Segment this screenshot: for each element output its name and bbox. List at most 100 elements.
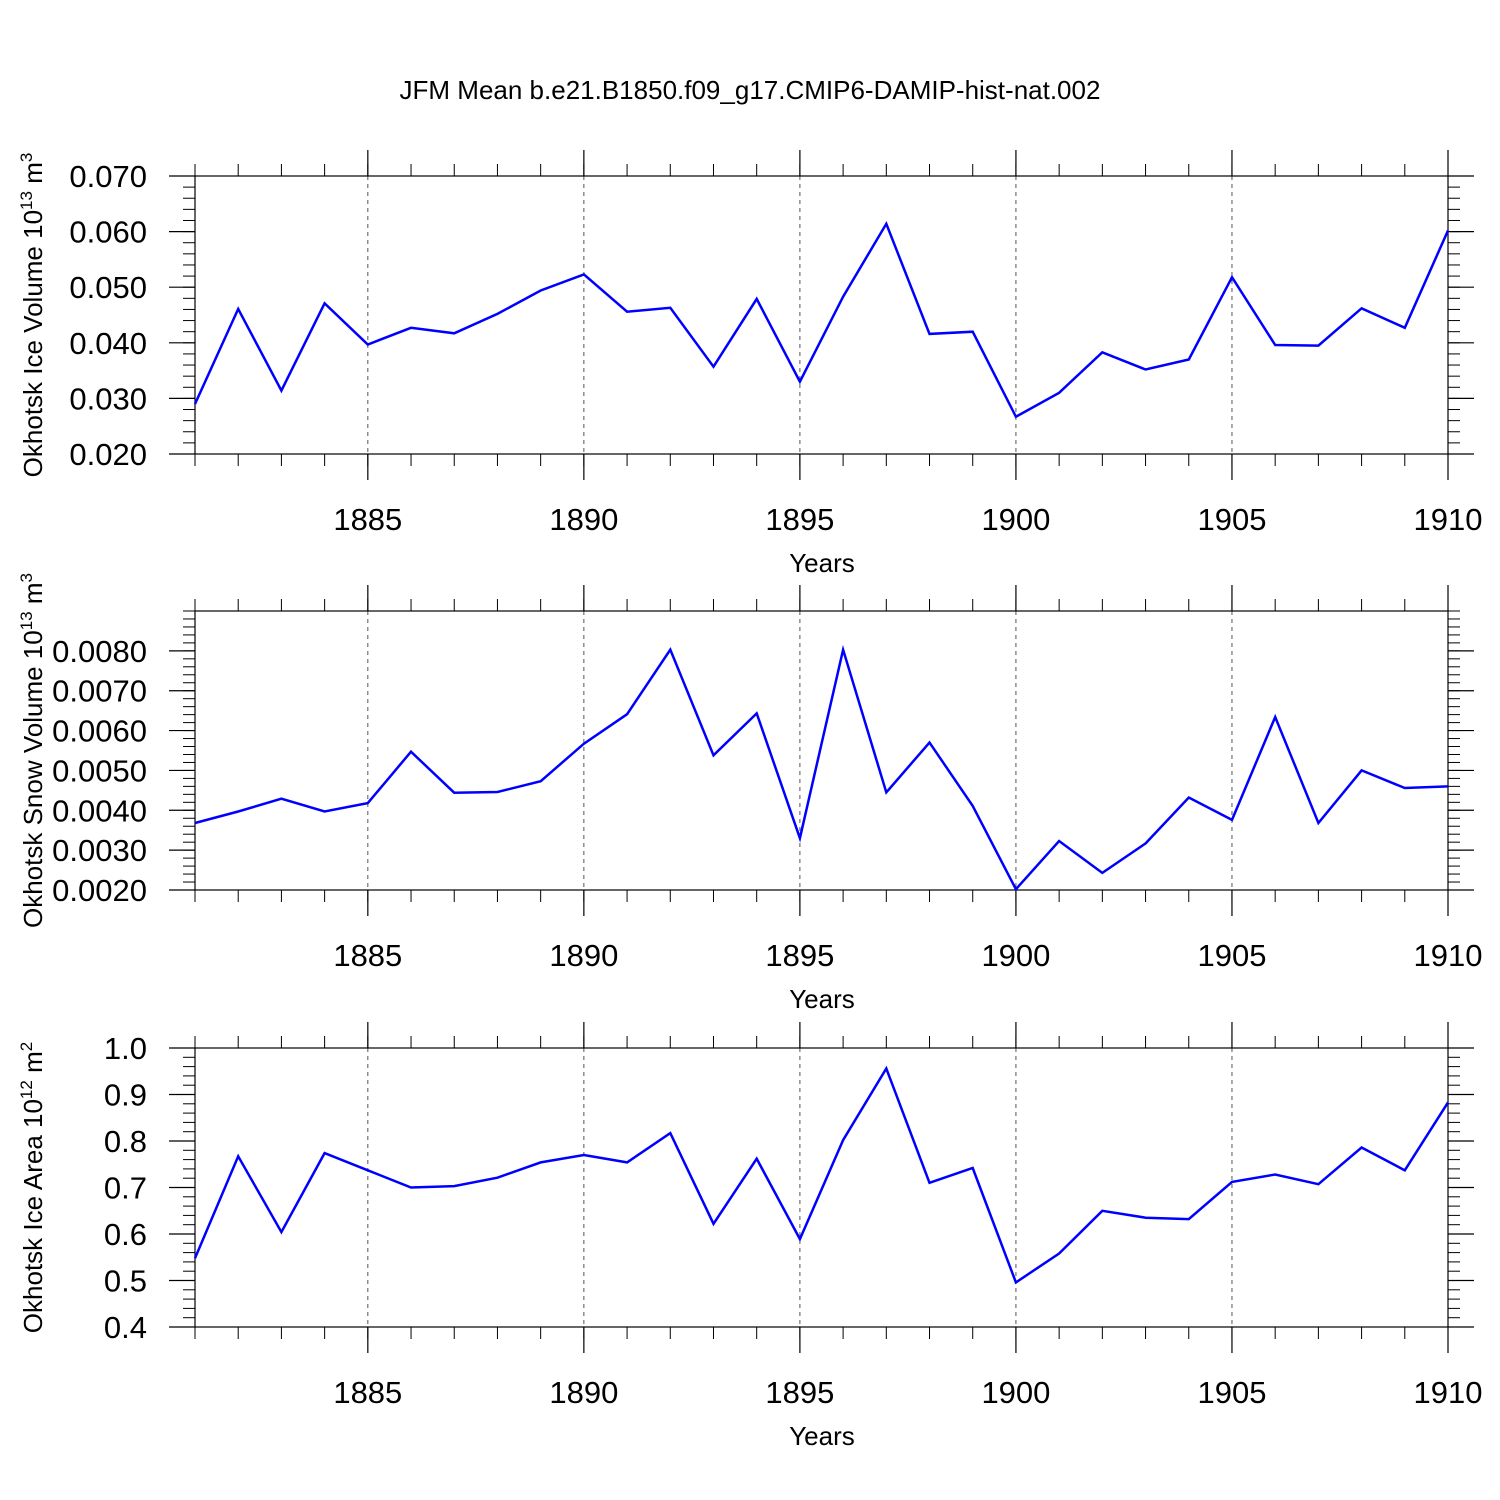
data-point [841,648,845,652]
data-point [1187,357,1191,361]
data-point [236,809,240,813]
x-tick-label: 1905 [1197,938,1266,973]
data-point [1403,786,1407,790]
y-axis-label-unit-exponent: 3 [17,573,36,582]
data-point [279,797,283,801]
y-axis-label-unit: m [18,162,48,191]
data-point [1014,1280,1018,1284]
x-tick-label: 1895 [765,1375,834,1410]
data-point [841,1138,845,1142]
data-point [409,326,413,330]
data-point [236,1154,240,1158]
data-point [1187,1217,1191,1221]
data-point [625,310,629,314]
data-point [711,1222,715,1226]
y-tick-label: 0.0050 [52,753,147,788]
data-point [625,1160,629,1164]
data-point [193,821,197,825]
data-point [452,1184,456,1188]
data-point [539,1160,543,1164]
data-point [323,1151,327,1155]
y-tick-label: 0.0070 [52,674,147,709]
data-point [1446,228,1450,232]
data-point [1057,1252,1061,1256]
data-point [711,365,715,369]
data-point [495,790,499,794]
x-tick-label: 1895 [765,938,834,973]
data-point [193,1256,197,1260]
y-tick-label: 0.6 [104,1217,147,1252]
data-point [193,402,197,406]
x-axis-label: Years [789,548,855,578]
chart-title: JFM Mean b.e21.B1850.f09_g17.CMIP6-DAMIP… [400,75,1101,105]
data-point [1446,1100,1450,1104]
y-axis-label-unit-exponent: 2 [17,1042,36,1051]
data-point [1273,343,1277,347]
data-point [1230,1180,1234,1184]
y-tick-label: 0.0040 [52,793,147,828]
x-tick-label: 1900 [981,502,1050,537]
y-tick-label: 0.9 [104,1078,147,1113]
data-point [1014,415,1018,419]
data-series-line [193,220,1450,419]
data-point [798,380,802,384]
data-point [755,1157,759,1161]
x-tick-label: 1885 [333,502,402,537]
panel-ice-area: 1885 1890 1895 1900 1905 1910 0.4 0.5 0.6 0.7 0.8 0… [17,1022,1482,1451]
data-point [279,1230,283,1234]
x-tick-label: 1890 [549,502,618,537]
y-axis-label-exponent: 13 [17,191,36,210]
data-point [1144,367,1148,371]
data-point [1014,887,1018,891]
data-point [279,389,283,393]
panel-ice-volume: 1885 1890 1895 1900 1905 1910 0.020 0.030 0.040 0… [17,150,1482,578]
data-series-line [193,1065,1450,1285]
data-point [1316,1182,1320,1186]
data-point [928,741,932,745]
data-point [582,1153,586,1157]
x-tick-label: 1910 [1414,1375,1483,1410]
data-point [1144,841,1148,845]
y-tick-label: 0.060 [69,215,147,250]
data-point [582,272,586,276]
data-point [1187,796,1191,800]
y-axis-label-unit: m [18,1051,48,1080]
y-tick-label: 0.0080 [52,634,147,669]
data-point [495,312,499,316]
data-point [1273,715,1277,719]
data-point [668,648,672,652]
y-tick-label: 0.020 [69,437,147,472]
data-point [1316,821,1320,825]
data-point [1360,306,1364,310]
data-point [928,332,932,336]
data-point [409,1186,413,1190]
y-tick-label: 0.5 [104,1264,147,1299]
data-point [668,306,672,310]
y-tick-label: 0.0020 [52,873,147,908]
x-axis-label: Years [789,1421,855,1451]
data-point [1360,768,1364,772]
y-tick-label: 0.050 [69,270,147,305]
data-point [1360,1146,1364,1150]
y-axis-label-unit: m [18,582,48,611]
data-point [1273,1172,1277,1176]
x-tick-label: 1895 [765,502,834,537]
data-point [668,1131,672,1135]
data-point [798,1237,802,1241]
y-tick-label: 0.0060 [52,714,147,749]
data-point [971,804,975,808]
x-tick-label: 1890 [549,938,618,973]
y-tick-label: 0.0030 [52,833,147,868]
data-point [539,289,543,293]
data-point [1230,818,1234,822]
data-point [1403,1168,1407,1172]
y-axis-label: Okhotsk Ice Area 1012 m2 [17,1042,48,1333]
data-point [1100,1209,1104,1213]
data-point [452,331,456,335]
data-point [884,790,888,794]
y-tick-label: 1.0 [104,1031,147,1066]
x-tick-label: 1890 [549,1375,618,1410]
y-tick-label: 0.040 [69,326,147,361]
data-point [798,836,802,840]
data-point [755,297,759,301]
